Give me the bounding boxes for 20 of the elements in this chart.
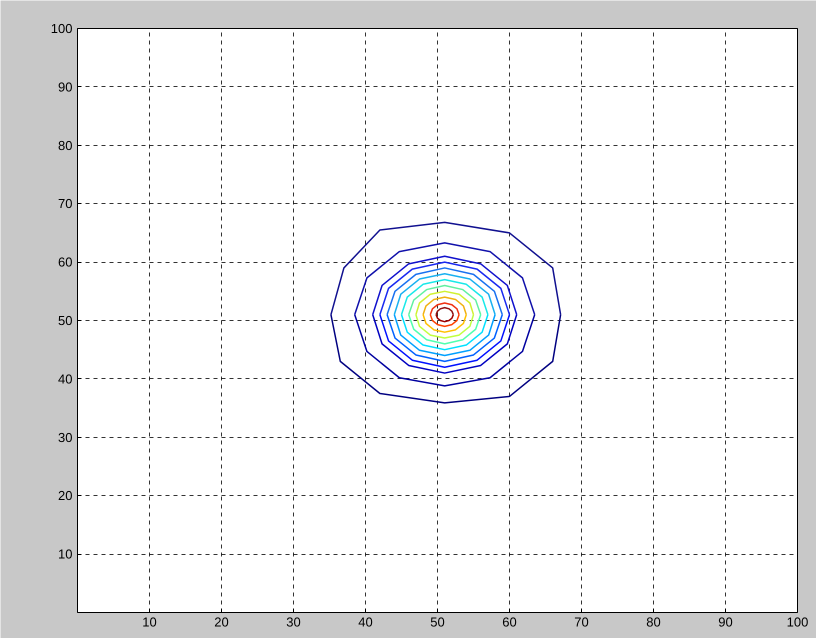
y-tick-label: 70 xyxy=(58,196,73,212)
y-tick-label: 10 xyxy=(58,546,73,562)
y-tick-label: 60 xyxy=(58,254,73,270)
x-tick-label: 70 xyxy=(574,614,589,630)
x-tick-label: 80 xyxy=(646,614,661,630)
x-tick-label: 10 xyxy=(142,614,157,630)
y-tick-label: 100 xyxy=(50,21,73,36)
y-tick-label: 50 xyxy=(58,313,73,328)
y-tick-label: 90 xyxy=(58,79,73,94)
x-tick-label: 40 xyxy=(358,614,373,630)
x-tick-label: 100 xyxy=(786,614,808,630)
y-tick-label: 80 xyxy=(58,138,73,153)
x-tick-label: 90 xyxy=(718,614,733,630)
y-tick-label: 20 xyxy=(58,488,73,504)
y-tick-label: 40 xyxy=(58,371,73,386)
x-tick-label: 60 xyxy=(502,614,517,630)
x-tick-label: 30 xyxy=(286,614,301,630)
x-tick-label: 50 xyxy=(430,614,445,630)
y-tick-label: 30 xyxy=(58,430,73,445)
x-tick-label: 20 xyxy=(214,614,229,630)
